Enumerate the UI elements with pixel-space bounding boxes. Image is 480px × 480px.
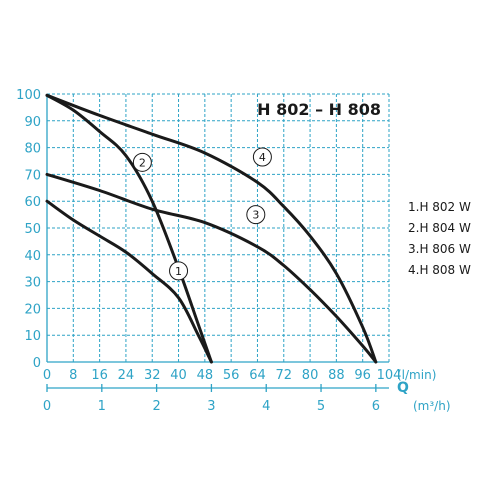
x-tick-label: 32 xyxy=(144,368,161,383)
x-tick-label: 80 xyxy=(302,368,319,383)
curve-2 xyxy=(45,93,213,364)
legend-entry: 1.H 802 W xyxy=(408,200,471,214)
x-unit-label: (l/min) xyxy=(397,368,436,382)
x-tick-label: 40 xyxy=(170,368,187,383)
curve-marker-label-1: 1 xyxy=(175,265,182,278)
x-tick-labels: 0 8 16 24 32 40 48 56 64 72 80 88 96 104 xyxy=(43,368,402,383)
y-tick-label: 0 xyxy=(33,356,41,371)
legend-entry: 2.H 804 W xyxy=(408,221,471,235)
curve-4 xyxy=(45,93,378,364)
curve-markers: 1 2 3 4 xyxy=(132,147,272,281)
x-tick-label: 8 xyxy=(69,368,77,383)
secondary-x-tick-label: 1 xyxy=(98,399,106,414)
y-tick-label: 50 xyxy=(24,222,41,237)
x-tick-label: 0 xyxy=(43,368,51,383)
secondary-x-tick-labels: 0 1 2 3 4 5 6 xyxy=(43,384,380,414)
secondary-x-tick-label: 6 xyxy=(372,399,380,414)
y-tick-label: 100 xyxy=(16,88,41,103)
x-tick-label: 24 xyxy=(118,368,135,383)
chart-title: H 802 – H 808 xyxy=(257,100,381,119)
x-tick-label: 72 xyxy=(275,368,292,383)
legend-entry: 4.H 808 W xyxy=(408,263,471,277)
y-tick-label: 10 xyxy=(24,329,41,344)
legend-entry: 3.H 806 W xyxy=(408,242,471,256)
curve-marker-circle-3 xyxy=(246,205,266,225)
secondary-x-tick-label: 5 xyxy=(317,399,325,414)
y-tick-label: 30 xyxy=(24,276,41,291)
secondary-x-tick-label: 2 xyxy=(152,399,160,414)
x-tick-label: 104 xyxy=(377,368,402,383)
x-tick-label: 64 xyxy=(249,368,266,383)
y-tick-label: 20 xyxy=(24,302,41,317)
x-tick-label: 16 xyxy=(91,368,108,383)
y-tick-labels: 0 10 20 30 40 50 60 70 80 90 100 xyxy=(16,88,41,371)
curves xyxy=(45,93,378,364)
y-tick-label: 70 xyxy=(24,168,41,183)
y-tick-label: 60 xyxy=(24,195,41,210)
curve-marker-label-3: 3 xyxy=(252,209,259,222)
curve-marker-label-4: 4 xyxy=(259,151,266,164)
secondary-x-unit-label: (m³/h) xyxy=(413,399,451,413)
x-tick-label: 96 xyxy=(354,368,371,383)
secondary-x-tick-label: 0 xyxy=(43,399,51,414)
secondary-x-tick-label: 4 xyxy=(262,399,270,414)
curve-marker-circle-2 xyxy=(132,152,152,172)
secondary-x-tick-label: 3 xyxy=(207,399,215,414)
curve-marker-label-2: 2 xyxy=(139,156,146,169)
legend: 1.H 802 W 2.H 804 W 3.H 806 W 4.H 808 W xyxy=(408,200,471,277)
q-axis-label: Q xyxy=(397,380,409,396)
x-tick-label: 48 xyxy=(197,368,214,383)
curve-marker-circle-1 xyxy=(169,261,189,281)
x-tick-label: 56 xyxy=(223,368,240,383)
y-tick-label: 90 xyxy=(24,115,41,130)
curve-1 xyxy=(45,199,213,364)
axes xyxy=(46,94,389,389)
curve-3 xyxy=(45,172,378,364)
y-tick-label: 40 xyxy=(24,249,41,264)
x-tick-label: 88 xyxy=(328,368,345,383)
curve-marker-circle-4 xyxy=(252,147,272,167)
y-tick-label: 80 xyxy=(24,142,41,157)
